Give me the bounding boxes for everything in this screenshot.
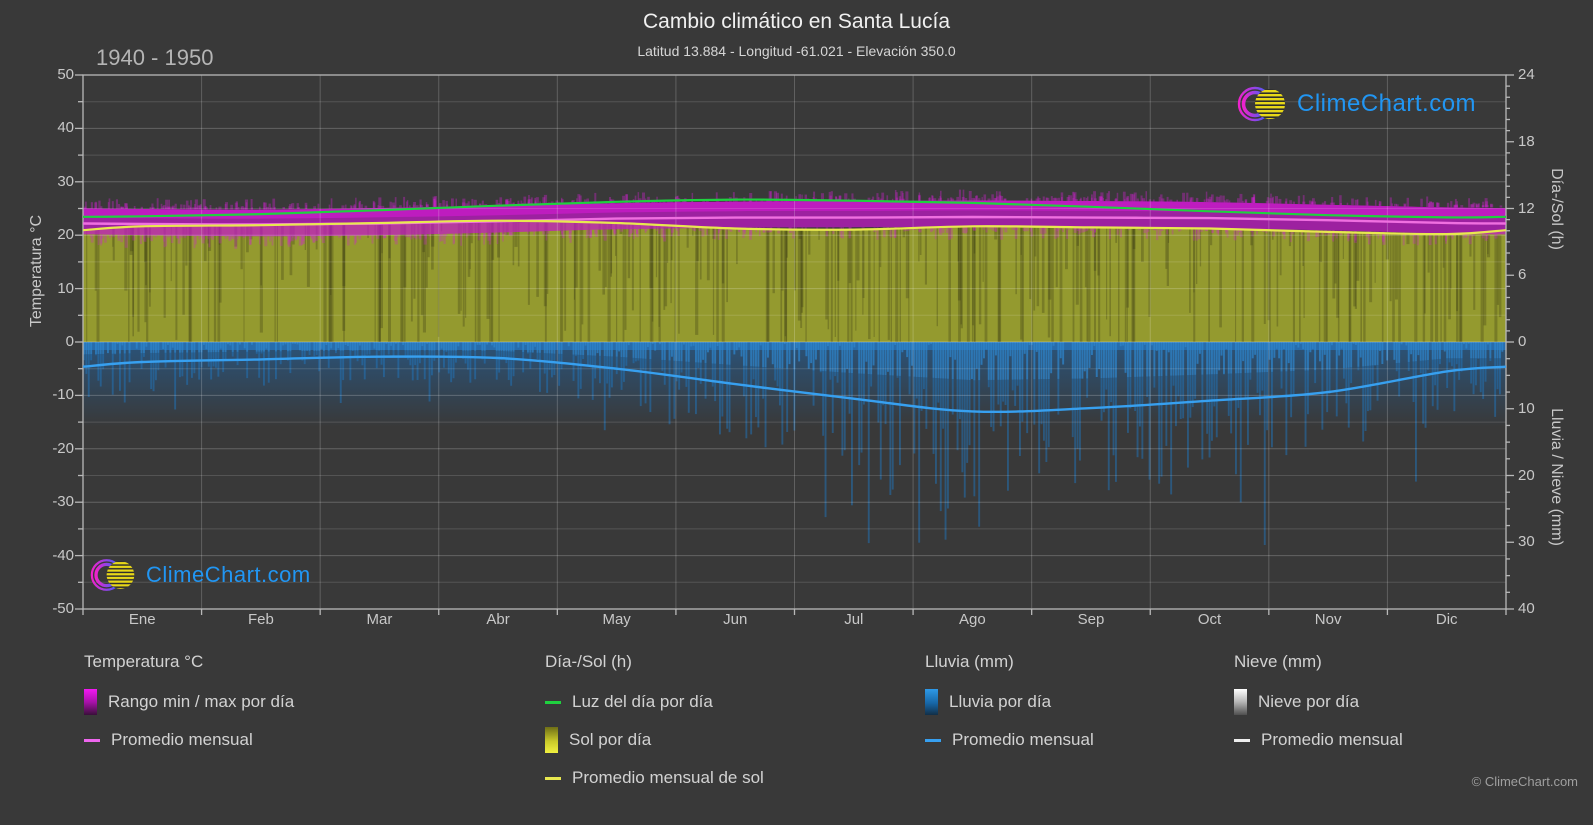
- legend-item: Luz del día por día: [545, 689, 764, 715]
- temp-axis-tick-label: 50: [57, 66, 74, 83]
- gradient-magenta-swatch-icon: [84, 689, 97, 715]
- daysun-axis-tick-label: 6: [1518, 266, 1527, 284]
- temp-axis-tick-label: -30: [52, 493, 74, 511]
- month-tick-label: Abr: [486, 611, 510, 628]
- temp-axis-tick-label: 20: [57, 226, 74, 244]
- legend-item: Promedio mensual: [1234, 727, 1403, 753]
- copyright: © ClimeChart.com: [1471, 774, 1578, 789]
- gradient-snow-swatch-icon: [1234, 689, 1247, 715]
- month-tick-label: May: [602, 611, 631, 628]
- legend-item: Nieve por día: [1234, 689, 1403, 715]
- month-tick-label: Jun: [723, 611, 748, 628]
- daylight-line: [82, 198, 1507, 219]
- temp-axis-tick-label: -20: [52, 439, 74, 457]
- legend-group-title: Lluvia (mm): [925, 652, 1014, 671]
- legend-item-label: Promedio mensual: [111, 730, 253, 749]
- legend-item-label: Promedio mensual: [1261, 730, 1403, 749]
- legend-item-label: Rango min / max por día: [108, 692, 295, 711]
- climechart-watermark-text: ClimeChart.com: [146, 562, 311, 587]
- climechart-watermark[interactable]: ClimeChart.com: [90, 554, 311, 596]
- legend-group-title: Nieve (mm): [1234, 652, 1322, 671]
- chart-legend: Temperatura °C Rango min / max por día Pro…: [0, 652, 1593, 802]
- legend-group-0: Temperatura °C Rango min / max por día Pro…: [84, 652, 294, 765]
- gradient-blue-swatch-icon: [925, 689, 938, 715]
- month-tick-label: Jul: [844, 611, 864, 628]
- legend-item-label: Luz del día por día: [572, 692, 713, 711]
- month-tick-label: Sep: [1077, 611, 1105, 628]
- rain-axis-tick-label: 10: [1518, 399, 1535, 417]
- climechart-logo-text: ClimeChart.com: [1297, 90, 1477, 117]
- temp-axis-tick-label: 10: [57, 279, 74, 297]
- legend-group-title: Temperatura °C: [84, 652, 204, 671]
- line-green-swatch-icon: [545, 700, 561, 704]
- legend-group-title: Día-/Sol (h): [545, 652, 632, 671]
- legend-item: Promedio mensual: [84, 727, 294, 753]
- temp-axis-tick-label: -10: [52, 386, 74, 404]
- legend-item-label: Nieve por día: [1258, 692, 1360, 711]
- rain-axis-tick-label: 40: [1518, 600, 1535, 617]
- sun-per-day-area: [83, 220, 1506, 342]
- daysun-axis-tick-label: 12: [1518, 199, 1535, 217]
- line-blue-swatch-icon: [925, 738, 941, 742]
- climechart-logo-icon: [1237, 86, 1285, 122]
- sun-avg-line: [82, 219, 1507, 236]
- line-white-swatch-icon: [1234, 738, 1250, 742]
- legend-item-label: Promedio mensual: [952, 730, 1094, 749]
- month-tick-label: Nov: [1314, 611, 1342, 628]
- line-magenta-swatch-icon: [84, 738, 100, 742]
- temp-axis-tick-label: 30: [57, 172, 74, 190]
- daysun-axis-tick-label: 18: [1518, 132, 1535, 150]
- month-tick-label: Ago: [959, 611, 986, 628]
- temp-axis-tick-label: 0: [65, 333, 74, 350]
- legend-group-1: Día-/Sol (h) Luz del día por día Sol por d…: [545, 652, 764, 803]
- page-title: Cambio climático en Santa Lucía: [643, 10, 950, 33]
- daysun-axis-tick-label: 0: [1518, 333, 1527, 350]
- month-tick-label: Ene: [128, 611, 156, 628]
- legend-item: Rango min / max por día: [84, 689, 294, 715]
- month-tick-label: Mar: [366, 611, 393, 628]
- period-label: 1940 - 1950: [96, 45, 214, 70]
- rain-axis-tick-label: 20: [1518, 466, 1535, 484]
- legend-item: Promedio mensual: [925, 727, 1094, 753]
- temp-axis-tick-label: -40: [52, 546, 74, 564]
- legend-item-label: Sol por día: [569, 730, 652, 749]
- rain-avg-line: [82, 355, 1507, 414]
- page-subtitle: Latitud 13.884 - Longitud -61.021 - Elev…: [637, 43, 956, 59]
- climechart-watermark-icon: [90, 559, 135, 591]
- temp-axis-tick-label: 40: [57, 119, 74, 137]
- month-tick-label: Dic: [1435, 611, 1458, 628]
- legend-group-2: Lluvia (mm) Lluvia por día Promedio mensua…: [925, 652, 1094, 765]
- temp-axis-tick-label: -50: [52, 600, 74, 617]
- rain-axis-tick-label: 30: [1518, 533, 1535, 551]
- climechart-logo[interactable]: ClimeChart.com: [1237, 82, 1476, 126]
- gradient-yellow-swatch-icon: [545, 727, 558, 753]
- legend-item: Promedio mensual de sol: [545, 765, 764, 791]
- legend-item: Sol por día: [545, 727, 764, 753]
- line-yellow-swatch-icon: [545, 776, 561, 780]
- daysun-axis-tick-label: 24: [1518, 66, 1535, 83]
- legend-group-3: Nieve (mm) Nieve por día Promedio mensual: [1234, 652, 1403, 765]
- legend-item-label: Promedio mensual de sol: [572, 768, 764, 787]
- legend-item: Lluvia por día: [925, 689, 1094, 715]
- month-tick-label: Feb: [247, 611, 274, 628]
- legend-item-label: Lluvia por día: [949, 692, 1052, 711]
- month-tick-label: Oct: [1197, 611, 1222, 628]
